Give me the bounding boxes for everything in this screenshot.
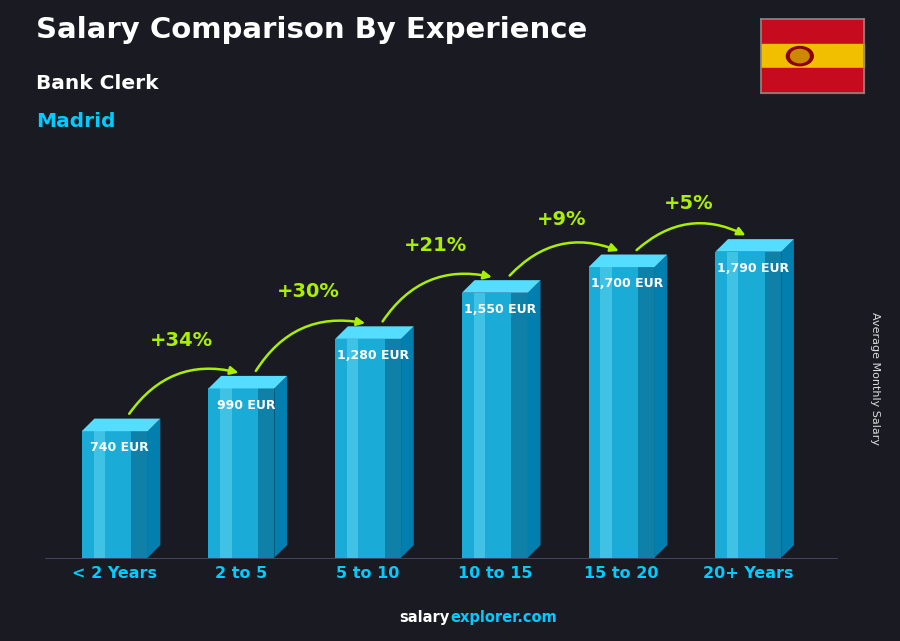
Text: Salary Comparison By Experience: Salary Comparison By Experience (36, 16, 587, 44)
Polygon shape (335, 326, 414, 339)
Circle shape (787, 47, 814, 65)
Polygon shape (148, 419, 160, 558)
Circle shape (790, 49, 809, 63)
Bar (760, 19, 864, 44)
Polygon shape (716, 239, 794, 252)
Text: 990 EUR: 990 EUR (217, 399, 275, 412)
Polygon shape (209, 376, 287, 388)
Text: explorer.com: explorer.com (450, 610, 557, 625)
Bar (760, 69, 864, 93)
Polygon shape (258, 388, 274, 558)
Text: salary: salary (400, 610, 450, 625)
Polygon shape (401, 326, 414, 558)
Bar (760, 44, 864, 69)
Polygon shape (511, 293, 527, 558)
Polygon shape (384, 339, 401, 558)
Text: 1,280 EUR: 1,280 EUR (338, 349, 410, 362)
Polygon shape (716, 252, 781, 558)
Polygon shape (335, 339, 401, 558)
Polygon shape (82, 431, 148, 558)
Polygon shape (462, 293, 527, 558)
Polygon shape (347, 339, 358, 558)
Text: +30%: +30% (277, 281, 340, 301)
Polygon shape (94, 431, 104, 558)
Polygon shape (82, 419, 160, 431)
Text: +9%: +9% (537, 210, 587, 229)
Polygon shape (638, 267, 654, 558)
Text: 1,700 EUR: 1,700 EUR (590, 278, 662, 290)
Text: +34%: +34% (150, 331, 213, 350)
Polygon shape (220, 388, 231, 558)
Text: +5%: +5% (664, 194, 714, 213)
Text: Madrid: Madrid (36, 112, 115, 131)
Polygon shape (274, 376, 287, 558)
Text: Bank Clerk: Bank Clerk (36, 74, 158, 93)
Polygon shape (473, 293, 485, 558)
Polygon shape (209, 388, 274, 558)
Polygon shape (654, 254, 667, 558)
Polygon shape (527, 280, 541, 558)
Polygon shape (781, 239, 794, 558)
Text: 1,550 EUR: 1,550 EUR (464, 303, 536, 316)
Polygon shape (727, 252, 738, 558)
Polygon shape (462, 280, 541, 293)
Text: Average Monthly Salary: Average Monthly Salary (869, 312, 880, 445)
Text: 1,790 EUR: 1,790 EUR (717, 262, 789, 275)
Polygon shape (589, 267, 654, 558)
Polygon shape (600, 267, 612, 558)
Polygon shape (589, 254, 667, 267)
Polygon shape (131, 431, 148, 558)
Polygon shape (765, 252, 781, 558)
Text: 740 EUR: 740 EUR (90, 442, 149, 454)
Text: +21%: +21% (404, 235, 467, 254)
